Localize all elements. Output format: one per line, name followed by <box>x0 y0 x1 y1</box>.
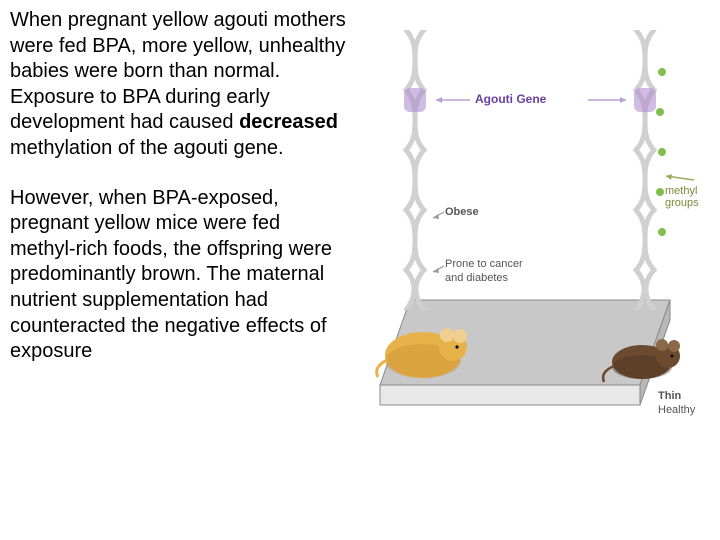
dna-helix-right <box>630 30 660 310</box>
paragraph-1: When pregnant yellow agouti mothers were… <box>10 8 350 162</box>
brown-mouse-icon <box>600 320 690 385</box>
trait-arrow-icon <box>430 206 446 222</box>
trait-arrow-icon <box>430 260 446 276</box>
methyl-dot <box>656 108 664 116</box>
trait-obese-label: Obese <box>445 206 479 220</box>
agouti-gene-label: Agouti Gene <box>475 92 546 106</box>
trait-cancer-line1: Prone to cancer <box>445 258 523 270</box>
para1-part-b: methylation of the agouti gene. <box>10 137 284 159</box>
para1-bold: decreased <box>239 111 338 133</box>
methyl-dot <box>658 228 666 236</box>
methyl-dot <box>658 68 666 76</box>
platform-front <box>380 385 640 405</box>
agouti-gene-band-left <box>404 88 426 112</box>
methyl-dot <box>658 148 666 156</box>
trait-healthy-label: Healthy <box>658 404 695 418</box>
trait-cancer-label: Prone to cancer and diabetes <box>445 258 523 286</box>
trait-cancer-line2: and diabetes <box>445 272 508 284</box>
methyl-groups-label: methyl groups <box>665 185 720 209</box>
agouti-diagram: Agouti Gene methyl groups Obese Prone to… <box>360 30 720 450</box>
agouti-gene-band-right <box>634 88 656 112</box>
paragraph-2: However, when BPA-exposed, pregnant yell… <box>10 186 350 365</box>
yellow-mouse-icon <box>375 305 475 380</box>
body-text-column: When pregnant yellow agouti mothers were… <box>10 8 350 365</box>
trait-thin-label: Thin <box>658 390 681 404</box>
dna-helix-left <box>400 30 430 310</box>
